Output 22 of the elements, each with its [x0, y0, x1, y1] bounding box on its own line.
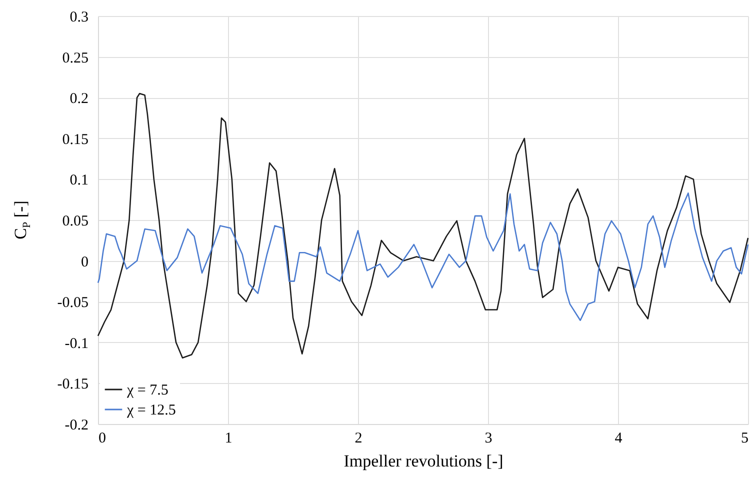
y-tick-label: 0.25 — [62, 50, 88, 66]
x-axis-title: Impeller revolutions [-] — [344, 452, 504, 470]
line-series — [97, 192, 749, 322]
x-tick-label: 3 — [484, 430, 492, 446]
y-tick-label: 0.2 — [70, 91, 88, 108]
y-tick-label: 0.05 — [62, 214, 88, 230]
line-series — [97, 92, 749, 359]
x-tick-label: 2 — [354, 430, 362, 446]
legend-label: χ = 7.5 — [126, 382, 168, 398]
y-tick-label: 0.15 — [62, 132, 88, 148]
legend-label: χ = 12.5 — [126, 402, 176, 418]
x-tick-label: 1 — [224, 430, 232, 446]
y-tick-label: 0.1 — [70, 172, 88, 189]
y-tick-label: 0.3 — [70, 10, 88, 26]
y-tick-label: -0.2 — [64, 418, 88, 434]
y-tick-label: 0 — [81, 254, 88, 270]
y-tick-label: -0.15 — [57, 376, 88, 393]
y-tick-label: -0.1 — [64, 336, 88, 352]
x-tick-label: 5 — [741, 430, 748, 446]
y-tick-label: -0.05 — [57, 295, 88, 312]
x-tick-label: 0 — [98, 430, 106, 446]
x-tick-label: 4 — [614, 430, 623, 446]
